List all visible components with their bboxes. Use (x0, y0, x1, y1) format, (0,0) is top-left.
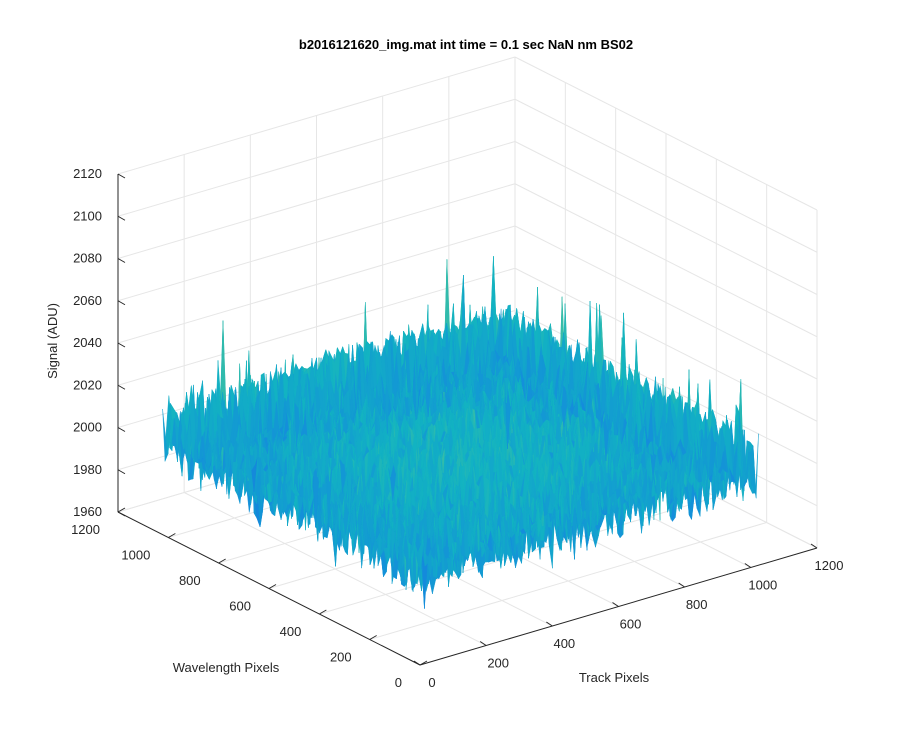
wall-grid-line (117, 98, 516, 217)
wall-grid-line (514, 98, 818, 253)
floor-grid-line (369, 522, 767, 640)
wall-grid-line (514, 267, 818, 422)
wall-grid-line (514, 183, 818, 338)
wall-grid-line (117, 183, 516, 302)
surface-mesh (162, 256, 759, 609)
wall-grid-line (117, 225, 516, 344)
wall-grid-line (514, 56, 818, 211)
wall-grid-line (514, 225, 818, 380)
wall-grid-line (117, 267, 516, 386)
wall-grid-line (117, 56, 516, 175)
wall-grid-line (117, 141, 516, 259)
wall-grid-line (514, 141, 818, 295)
